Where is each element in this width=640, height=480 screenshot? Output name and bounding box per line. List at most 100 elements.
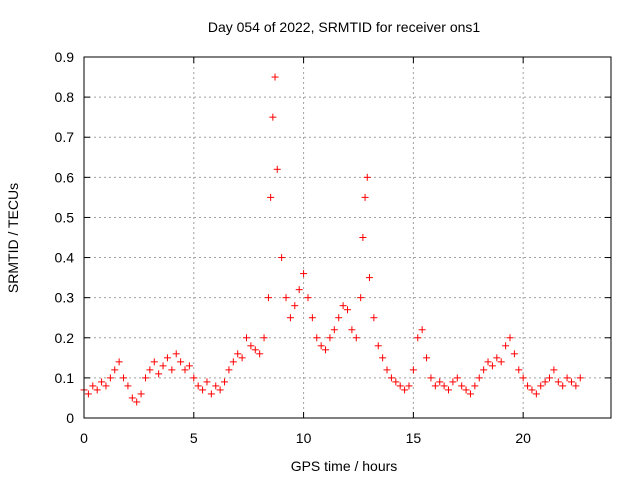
x-tick-label: 15 — [406, 430, 422, 446]
data-point — [300, 270, 308, 278]
data-point — [207, 390, 215, 398]
data-point — [519, 374, 527, 382]
data-point — [436, 378, 444, 386]
y-tick-label: 0.8 — [55, 89, 75, 105]
data-point — [120, 374, 128, 382]
data-point — [177, 358, 185, 366]
data-point — [392, 378, 400, 386]
data-point — [93, 386, 101, 394]
data-point — [365, 274, 373, 282]
data-point — [576, 374, 584, 382]
y-tick-label: 0.5 — [55, 209, 75, 225]
data-point — [427, 374, 435, 382]
data-point — [128, 394, 136, 402]
data-point — [418, 326, 426, 334]
data-point — [308, 314, 316, 322]
plot-frame — [83, 56, 612, 419]
data-point — [409, 366, 417, 374]
data-point — [225, 366, 233, 374]
data-point — [431, 382, 439, 390]
data-point — [278, 254, 286, 262]
data-point — [234, 350, 242, 358]
data-point — [471, 382, 479, 390]
data-point — [111, 366, 119, 374]
data-point — [379, 354, 387, 362]
data-point — [440, 382, 448, 390]
x-tick-label: 10 — [296, 430, 312, 446]
data-point — [141, 374, 149, 382]
data-point — [89, 382, 97, 390]
data-point — [357, 294, 365, 302]
data-point — [146, 366, 154, 374]
data-point — [532, 390, 540, 398]
y-axis-label: SRMTID / TECUs — [5, 183, 21, 293]
data-point — [247, 342, 255, 350]
data-point — [150, 358, 158, 366]
data-point — [361, 193, 369, 201]
data-point — [502, 342, 510, 350]
data-point — [326, 334, 334, 342]
data-point — [273, 165, 281, 173]
data-point — [155, 370, 163, 378]
x-tick-label: 0 — [80, 430, 88, 446]
data-point — [84, 390, 92, 398]
data-point — [267, 193, 275, 201]
data-point — [550, 366, 558, 374]
data-point — [348, 326, 356, 334]
data-point — [304, 294, 312, 302]
data-point — [475, 374, 483, 382]
data-point — [497, 358, 505, 366]
data-point — [405, 382, 413, 390]
data-point — [537, 382, 545, 390]
data-point — [546, 374, 554, 382]
data-point — [172, 350, 180, 358]
data-point — [493, 354, 501, 362]
data-point — [322, 346, 330, 354]
data-point — [194, 382, 202, 390]
data-point — [181, 366, 189, 374]
data-point — [256, 350, 264, 358]
data-point — [251, 346, 259, 354]
data-point — [466, 390, 474, 398]
y-tick-label: 0.1 — [55, 370, 75, 386]
data-point — [488, 362, 496, 370]
data-point — [554, 378, 562, 386]
data-point — [541, 378, 549, 386]
x-tick-label: 5 — [190, 430, 198, 446]
data-point — [168, 366, 176, 374]
data-point — [199, 386, 207, 394]
data-point — [98, 378, 106, 386]
data-point — [480, 366, 488, 374]
x-axis-label: GPS time / hours — [291, 458, 398, 474]
data-point — [383, 366, 391, 374]
data-point — [449, 378, 457, 386]
data-point — [260, 334, 268, 342]
data-point — [282, 294, 290, 302]
data-point — [374, 342, 382, 350]
data-point — [295, 286, 303, 294]
data-point — [387, 374, 395, 382]
data-point — [102, 382, 110, 390]
data-point — [216, 386, 224, 394]
data-point — [106, 374, 114, 382]
data-point — [221, 378, 229, 386]
data-point — [124, 382, 132, 390]
data-point — [115, 358, 123, 366]
data-point — [423, 354, 431, 362]
data-point — [339, 302, 347, 310]
data-point — [445, 386, 453, 394]
data-point — [271, 73, 279, 81]
data-point — [190, 374, 198, 382]
data-point — [313, 334, 321, 342]
data-point — [133, 398, 141, 406]
data-point — [528, 386, 536, 394]
data-point — [317, 342, 325, 350]
data-point — [401, 386, 409, 394]
data-point — [203, 378, 211, 386]
data-point — [229, 358, 237, 366]
data-point — [396, 382, 404, 390]
data-point — [363, 173, 371, 181]
data-point — [137, 390, 145, 398]
data-point — [458, 382, 466, 390]
data-point — [506, 334, 514, 342]
